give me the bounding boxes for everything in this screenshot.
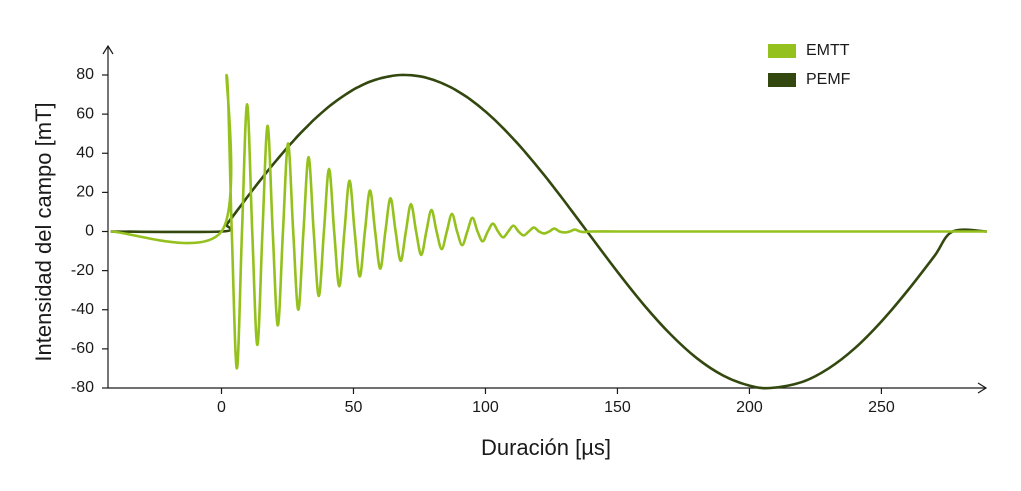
- y-axis-arrow: [102, 44, 114, 55]
- x-axis-arrow: [977, 382, 988, 394]
- legend-label: PEMF: [806, 71, 851, 88]
- x-axis-label: Duración [µs]: [481, 435, 611, 460]
- series-line: [110, 73, 987, 370]
- y-tick-label: -20: [71, 262, 94, 279]
- y-axis-label: Intensidad del campo [mT]: [31, 102, 56, 361]
- y-tick-label: -60: [71, 340, 94, 357]
- series-line: [110, 73, 988, 390]
- legend-swatch: [768, 44, 796, 58]
- y-tick-label: 60: [76, 105, 94, 122]
- legend-swatch: [768, 73, 796, 87]
- y-tick-label: 80: [76, 66, 94, 83]
- y-tick-label: -40: [71, 301, 94, 318]
- x-tick-label: 100: [472, 399, 499, 416]
- x-tick-label: 200: [736, 399, 763, 416]
- x-tick-label: 50: [345, 399, 363, 416]
- y-tick-label: 0: [85, 223, 94, 240]
- x-tick-label: 0: [217, 399, 226, 416]
- y-tick-label: -80: [71, 379, 94, 396]
- x-tick-label: 250: [868, 399, 895, 416]
- x-tick-label: 150: [604, 399, 631, 416]
- y-tick-label: 20: [76, 184, 94, 201]
- legend-label: EMTT: [806, 42, 850, 59]
- y-tick-label: 40: [76, 144, 94, 161]
